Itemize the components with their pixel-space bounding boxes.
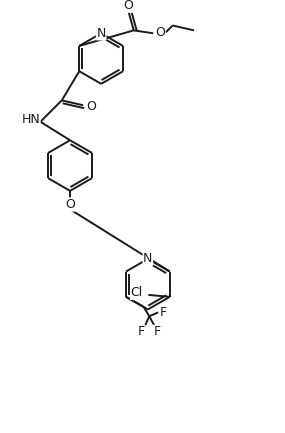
Text: F: F: [159, 306, 166, 319]
Text: N: N: [143, 252, 152, 265]
Text: O: O: [123, 0, 133, 12]
Text: O: O: [86, 100, 96, 113]
Text: F: F: [154, 325, 161, 338]
Text: O: O: [155, 26, 165, 39]
Text: N: N: [97, 27, 106, 40]
Text: HN: HN: [21, 113, 40, 126]
Text: Cl: Cl: [131, 287, 143, 300]
Text: O: O: [65, 198, 75, 211]
Text: F: F: [138, 325, 145, 338]
